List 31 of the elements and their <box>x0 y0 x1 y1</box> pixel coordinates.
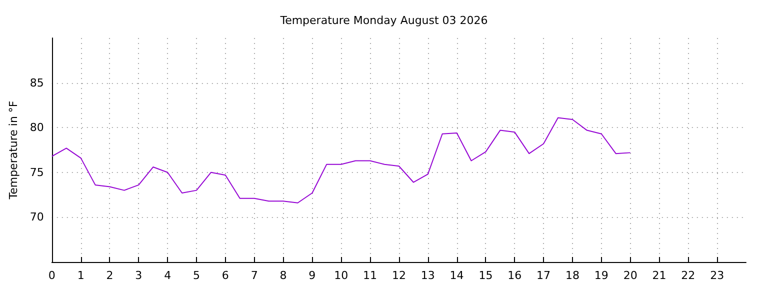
x-tick-label: 16 <box>508 269 522 282</box>
x-tick-label: 10 <box>334 269 348 282</box>
x-tick-label: 21 <box>652 269 666 282</box>
x-tick-label: 17 <box>536 269 551 282</box>
x-tick-label: 15 <box>478 269 493 282</box>
y-tick-label: 75 <box>30 166 44 179</box>
x-tick-label: 23 <box>710 269 724 282</box>
x-tick-label: 3 <box>135 269 142 282</box>
x-tick-label: 1 <box>77 269 84 282</box>
x-tick-label: 5 <box>193 269 200 282</box>
x-tick-label: 4 <box>164 269 172 282</box>
x-tick-label: 18 <box>565 269 580 282</box>
x-tick-label: 8 <box>280 269 287 282</box>
x-tick-label: 12 <box>392 269 406 282</box>
x-tick-label: 13 <box>420 269 435 282</box>
x-tick-label: 9 <box>308 269 316 282</box>
y-tick-label: 80 <box>30 121 44 134</box>
line-series <box>51 117 631 204</box>
y-tick-label: 85 <box>30 76 44 90</box>
chart-title: Temperature Monday August 03 2026 <box>279 14 488 27</box>
x-tick-label: 11 <box>363 269 378 282</box>
y-tick-label: 70 <box>30 210 44 224</box>
x-tick-label: 22 <box>681 269 696 282</box>
x-tick-label: 0 <box>48 269 56 282</box>
x-tick-label: 2 <box>106 269 114 282</box>
x-tick-label: 19 <box>594 269 608 282</box>
x-tick-label: 6 <box>222 269 229 282</box>
y-axis-title: Temperature in °F <box>7 100 20 200</box>
x-tick-label: 20 <box>623 269 638 282</box>
x-tick-label: 7 <box>250 269 258 282</box>
x-tick-label: 14 <box>450 269 464 282</box>
